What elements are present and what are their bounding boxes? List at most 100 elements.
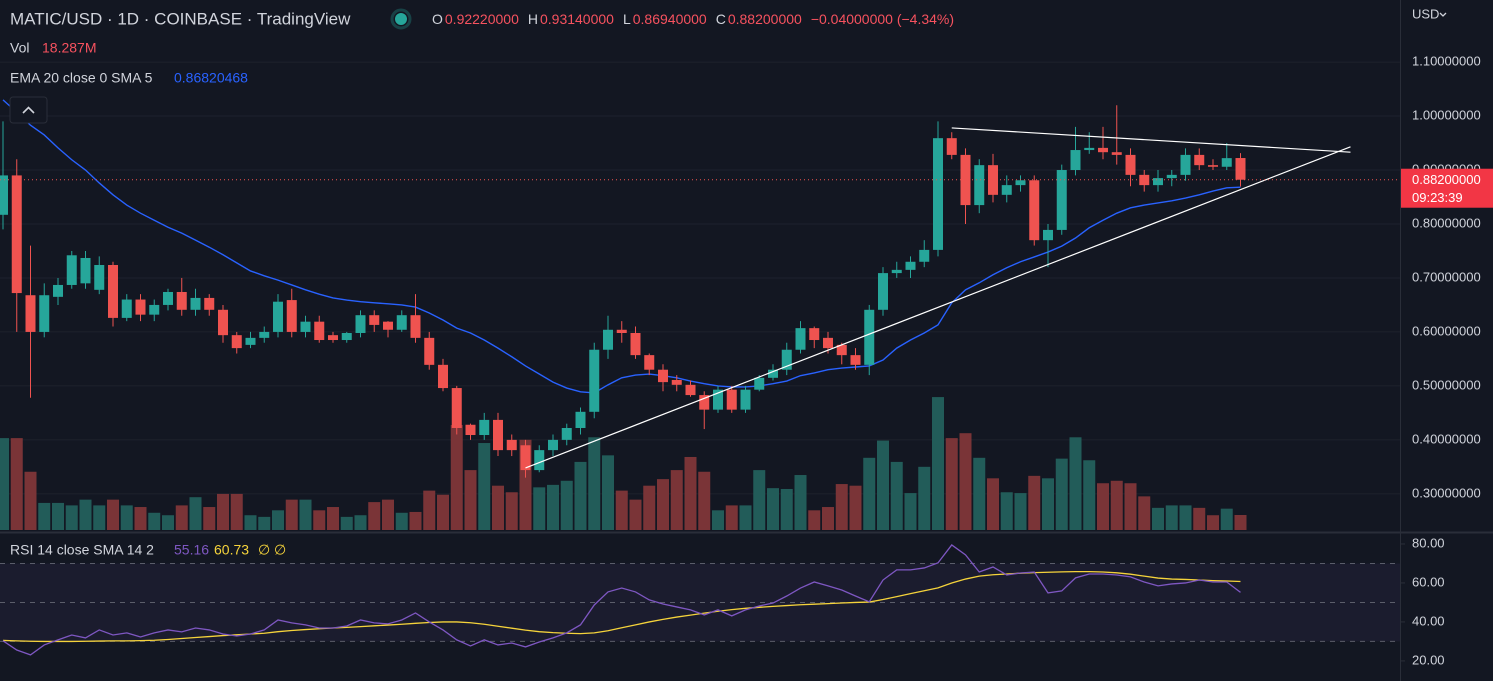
currency-label[interactable]: USD — [1412, 6, 1439, 21]
candle-body — [1029, 180, 1040, 241]
rsi-tick-label: 60.00 — [1412, 574, 1445, 589]
volume-bar — [822, 507, 834, 530]
symbol-title: MATIC/USD · 1D · COINBASE · TradingView — [10, 9, 351, 28]
trendline — [951, 127, 1351, 153]
volume-bar — [547, 484, 559, 530]
volume-bar — [1234, 514, 1247, 530]
candle-body — [80, 257, 91, 284]
volume-bar — [175, 505, 188, 530]
ohlc-value: 0.88200000 — [728, 11, 802, 27]
candle-body — [809, 328, 820, 341]
rsi-line — [2, 544, 1241, 656]
legend-header: MATIC/USD · 1D · COINBASE · TradingView … — [9, 6, 1447, 558]
volume-bar — [684, 456, 697, 530]
candle-body — [1111, 152, 1122, 155]
volume-bar — [588, 437, 601, 530]
volume-bar — [739, 505, 752, 530]
volume-bar — [1165, 505, 1178, 530]
candle-body — [1098, 147, 1108, 153]
candle-body — [740, 389, 751, 410]
candle-body — [933, 138, 943, 250]
collapse-icon — [22, 106, 35, 114]
volume-bar — [203, 507, 216, 530]
candle-body — [603, 329, 613, 350]
volume-bar — [38, 502, 51, 530]
volume-bar — [794, 475, 807, 530]
candle-body — [1194, 154, 1205, 166]
candle-body — [891, 269, 902, 274]
candle-body — [1208, 165, 1218, 167]
candle-body — [286, 300, 297, 332]
volume-bar — [1000, 492, 1013, 530]
candle-body — [300, 321, 311, 332]
y-tick-label: 0.70000000 — [1412, 269, 1481, 284]
y-tick-label: 0.40000000 — [1412, 431, 1481, 446]
candle-body — [396, 315, 407, 330]
volume-bar — [354, 515, 367, 530]
volume-bar — [1179, 505, 1192, 530]
ohlc-value: 0.86940000 — [633, 11, 707, 27]
collapse-button[interactable] — [9, 96, 48, 124]
volume-value: 18.287M — [42, 40, 96, 56]
volume-bar — [382, 499, 394, 530]
volume-bar — [574, 461, 587, 530]
volume-bar — [533, 487, 546, 530]
volume-bar — [10, 438, 23, 530]
last-price-label: 0.88200000 — [1412, 172, 1481, 187]
volume-bar — [272, 510, 284, 530]
volume-bar — [1055, 458, 1068, 530]
volume-bar — [849, 485, 862, 530]
volume-bar — [258, 516, 271, 530]
candle-body — [176, 291, 187, 310]
ohlc-key: O — [432, 11, 443, 27]
volume-bar — [244, 515, 257, 530]
candle-body — [149, 304, 160, 315]
volume-bar — [395, 512, 408, 530]
candle-body — [1180, 154, 1191, 175]
volume-bar — [423, 490, 436, 530]
volume-bar — [134, 507, 147, 530]
candle-body — [383, 321, 393, 330]
volume-bar — [505, 492, 518, 530]
rsi-sma-value: 60.73 — [214, 542, 249, 558]
volume-bar — [437, 494, 449, 530]
countdown-label: 09:23:39 — [1412, 190, 1463, 205]
candle-body — [685, 384, 696, 396]
ema-value: 0.86820468 — [174, 70, 248, 86]
volume-bar — [1110, 480, 1123, 530]
candle-body — [561, 427, 572, 440]
rsi-tick-label: 20.00 — [1412, 652, 1445, 667]
candle-body — [1001, 185, 1012, 195]
candle-body — [0, 175, 8, 215]
last-price-box — [1401, 168, 1493, 208]
candle-body — [878, 273, 888, 310]
candle-body — [1043, 229, 1053, 241]
candle-body — [135, 299, 146, 315]
volume-bar — [148, 512, 161, 530]
trendline — [525, 146, 1351, 469]
ohlc-key: C — [716, 11, 726, 27]
volume-bar — [52, 502, 64, 530]
ema-title: EMA 20 close 0 SMA 5 — [10, 70, 153, 86]
candle-body — [438, 364, 448, 389]
volume-bar — [1069, 437, 1082, 530]
volume-bar — [1042, 478, 1054, 530]
ohlc-key: H — [528, 11, 538, 27]
volume-bar — [24, 471, 37, 530]
volume-bar — [657, 479, 669, 530]
volume-bar — [987, 478, 999, 530]
candle-body — [218, 309, 228, 336]
volume-bar — [877, 440, 889, 530]
candle-body — [768, 369, 778, 378]
candle-body — [726, 389, 737, 410]
candle-body — [424, 337, 435, 365]
candle-body — [1125, 154, 1136, 175]
candle-body — [658, 369, 668, 383]
candle-body — [699, 395, 710, 410]
candle-body — [713, 389, 723, 410]
volume-bar — [79, 499, 92, 530]
candle-body — [355, 315, 366, 334]
candle-body — [1070, 150, 1081, 171]
candle-body — [259, 331, 270, 338]
candle-body — [1166, 174, 1177, 179]
